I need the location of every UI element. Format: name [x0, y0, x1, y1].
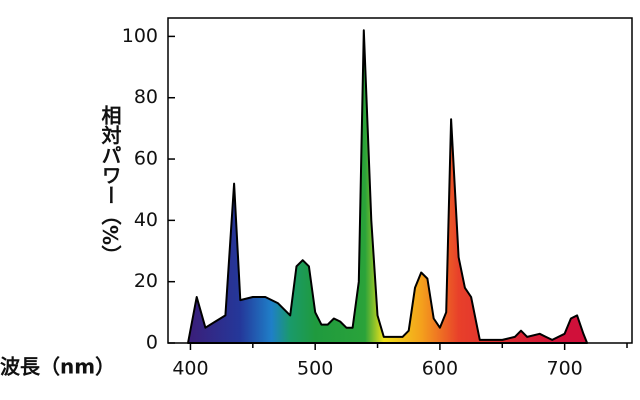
- x-tick-label: 700: [547, 358, 583, 380]
- y-tick-label: 40: [134, 209, 158, 231]
- x-tick-label: 500: [297, 358, 333, 380]
- y-tick-label: 60: [134, 148, 158, 170]
- x-tick-label: 600: [422, 358, 458, 380]
- y-tick-label: 0: [146, 332, 158, 354]
- spectrum-area: [187, 29, 589, 344]
- x-tick-label: 400: [172, 358, 208, 380]
- y-tick-label: 20: [134, 270, 158, 292]
- y-tick-label: 80: [134, 86, 158, 108]
- y-axis-title: 相対パワー（%）: [98, 104, 122, 265]
- y-tick-label: 100: [122, 25, 158, 47]
- x-axis-title: 波長（nm）: [0, 355, 115, 379]
